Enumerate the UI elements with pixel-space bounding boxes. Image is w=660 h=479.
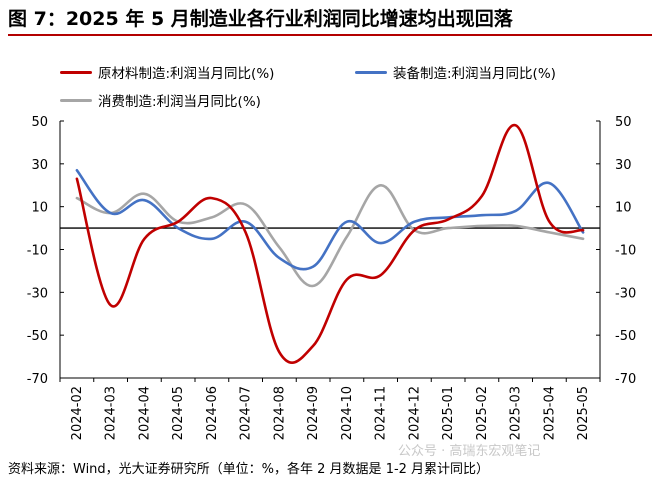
- y-tick-label-left: -30: [27, 286, 48, 301]
- x-tick-label: 2024-05: [171, 386, 186, 440]
- y-tick-label-left: 50: [31, 115, 48, 130]
- y-tick-label-left: -10: [27, 244, 48, 259]
- y-tick-label-right: 30: [615, 158, 632, 173]
- legend-label-consumer: 消费制造:利润当月同比(%): [98, 94, 261, 110]
- y-tick-label-right: -70: [615, 372, 636, 387]
- series-line-equipment: [75, 169, 585, 271]
- x-tick-label: 2024-10: [340, 386, 355, 440]
- x-tick-label: 2024-06: [205, 386, 220, 440]
- y-tick-label-left: 30: [31, 158, 48, 173]
- y-tick-label-left: 10: [31, 201, 48, 216]
- title-underline: [8, 34, 652, 36]
- y-tick-label-left: -70: [27, 372, 48, 387]
- y-tick-label-left: -50: [27, 329, 48, 344]
- x-tick-label: 2024-11: [374, 386, 389, 440]
- x-tick-label: 2024-07: [239, 386, 254, 440]
- legend-item-consumer: 消费制造:利润当月同比(%): [60, 90, 261, 110]
- legend-item-equipment: 装备制造:利润当月同比(%): [355, 62, 556, 82]
- x-tick-label: 2025-03: [509, 386, 524, 440]
- figure-title: 图 7：2025 年 5 月制造业各行业利润同比增速均出现回落: [8, 8, 513, 30]
- x-tick-label: 2024-08: [272, 386, 287, 440]
- x-tick-label: 2024-02: [70, 386, 85, 440]
- legend-swatch-raw-materials: [60, 70, 92, 74]
- source-note: 资料来源：Wind，光大证券研究所（单位：%，各年 2 月数据是 1-2 月累计…: [8, 462, 490, 477]
- x-tick-label: 2025-05: [576, 386, 591, 440]
- legend-swatch-consumer: [60, 98, 92, 102]
- series-line-raw-materials: [75, 123, 585, 364]
- y-tick-label-right: -30: [615, 286, 636, 301]
- y-tick-label-right: -10: [615, 244, 636, 259]
- legend-label-raw-materials: 原材料制造:利润当月同比(%): [98, 66, 275, 82]
- x-tick-label: 2024-03: [104, 386, 119, 440]
- y-tick-label-right: 50: [615, 115, 632, 130]
- x-tick-label: 2024-04: [137, 386, 152, 440]
- series-line-consumer: [75, 184, 585, 288]
- x-tick-label: 2024-12: [407, 386, 422, 440]
- x-tick-label: 2025-01: [441, 386, 456, 440]
- x-tick-label: 2025-04: [542, 386, 557, 440]
- x-tick-label: 2024-09: [306, 386, 321, 440]
- legend-swatch-equipment: [355, 70, 387, 74]
- x-tick-label: 2025-02: [475, 386, 490, 440]
- y-tick-label-right: -50: [615, 329, 636, 344]
- legend-item-raw-materials: 原材料制造:利润当月同比(%): [60, 62, 274, 82]
- legend-label-equipment: 装备制造:利润当月同比(%): [393, 66, 556, 82]
- y-tick-label-right: 10: [615, 201, 632, 216]
- watermark: 公众号 · 高瑞东宏观笔记: [398, 444, 541, 459]
